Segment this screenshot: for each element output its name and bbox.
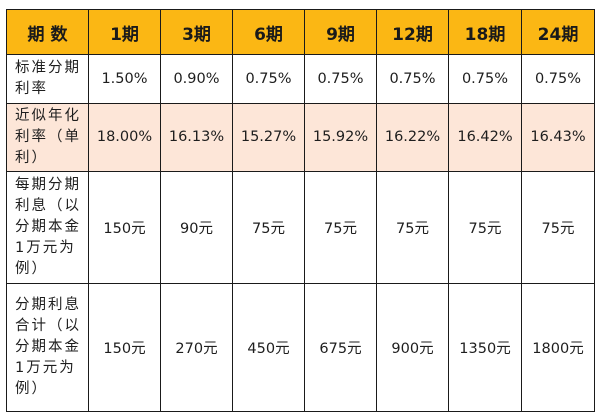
table-cell: 1.50%: [88, 54, 161, 104]
table-cell: 1800元: [521, 282, 595, 413]
table-cell: 270元: [160, 282, 233, 413]
row-label-standard-rate: 标准分期利率: [6, 54, 89, 104]
table-cell: 150元: [88, 170, 161, 284]
header-period-6: 6期: [232, 9, 305, 55]
table-cell: 675元: [304, 282, 377, 413]
table-row-standard-rate: 标准分期利率 1.50% 0.90% 0.75% 0.75% 0.75% 0.7…: [6, 54, 595, 104]
table-cell: 75元: [304, 170, 377, 284]
table-cell: 1350元: [448, 282, 522, 413]
table-cell: 90元: [160, 170, 233, 284]
table-cell: 16.42%: [448, 102, 522, 172]
row-label-annualized-rate: 近似年化利率（单利）: [6, 102, 89, 172]
header-row: 期数 1期 3期 6期 9期 12期 18期 24期: [6, 9, 595, 55]
table-cell: 18.00%: [88, 102, 161, 172]
header-period-24: 24期: [521, 9, 595, 55]
table-cell: 16.22%: [376, 102, 449, 172]
table-cell: 0.75%: [448, 54, 522, 104]
table-cell: 0.75%: [376, 54, 449, 104]
header-period-3: 3期: [160, 9, 233, 55]
table-cell: 75元: [376, 170, 449, 284]
header-period-18: 18期: [448, 9, 522, 55]
row-label-interest-per-period: 每期分期利息（以分期本金1万元为例）: [6, 170, 89, 284]
header-period-12: 12期: [376, 9, 449, 55]
table-cell: 0.75%: [521, 54, 595, 104]
table-cell: 16.13%: [160, 102, 233, 172]
table-cell: 150元: [88, 282, 161, 413]
table-cell: 75元: [521, 170, 595, 284]
table-cell: 0.75%: [232, 54, 305, 104]
row-label-total-interest: 分期利息合计（以分期本金1万元为例）: [6, 282, 89, 413]
table-cell: 75元: [232, 170, 305, 284]
table-row-annualized-rate: 近似年化利率（单利） 18.00% 16.13% 15.27% 15.92% 1…: [6, 102, 595, 172]
table-cell: 15.27%: [232, 102, 305, 172]
table-cell: 0.90%: [160, 54, 233, 104]
table-row-total-interest: 分期利息合计（以分期本金1万元为例） 150元 270元 450元 675元 9…: [6, 282, 595, 413]
table-cell: 450元: [232, 282, 305, 413]
table-cell: 900元: [376, 282, 449, 413]
installment-rate-table: 期数 1期 3期 6期 9期 12期 18期 24期 标准分期利率 1.50% …: [6, 9, 595, 413]
header-period-9: 9期: [304, 9, 377, 55]
table-cell: 16.43%: [521, 102, 595, 172]
table-cell: 75元: [448, 170, 522, 284]
table-cell: 0.75%: [304, 54, 377, 104]
header-corner-label: 期数: [6, 9, 89, 55]
table-row-interest-per-period: 每期分期利息（以分期本金1万元为例） 150元 90元 75元 75元 75元 …: [6, 170, 595, 284]
table-cell: 15.92%: [304, 102, 377, 172]
header-period-1: 1期: [88, 9, 161, 55]
